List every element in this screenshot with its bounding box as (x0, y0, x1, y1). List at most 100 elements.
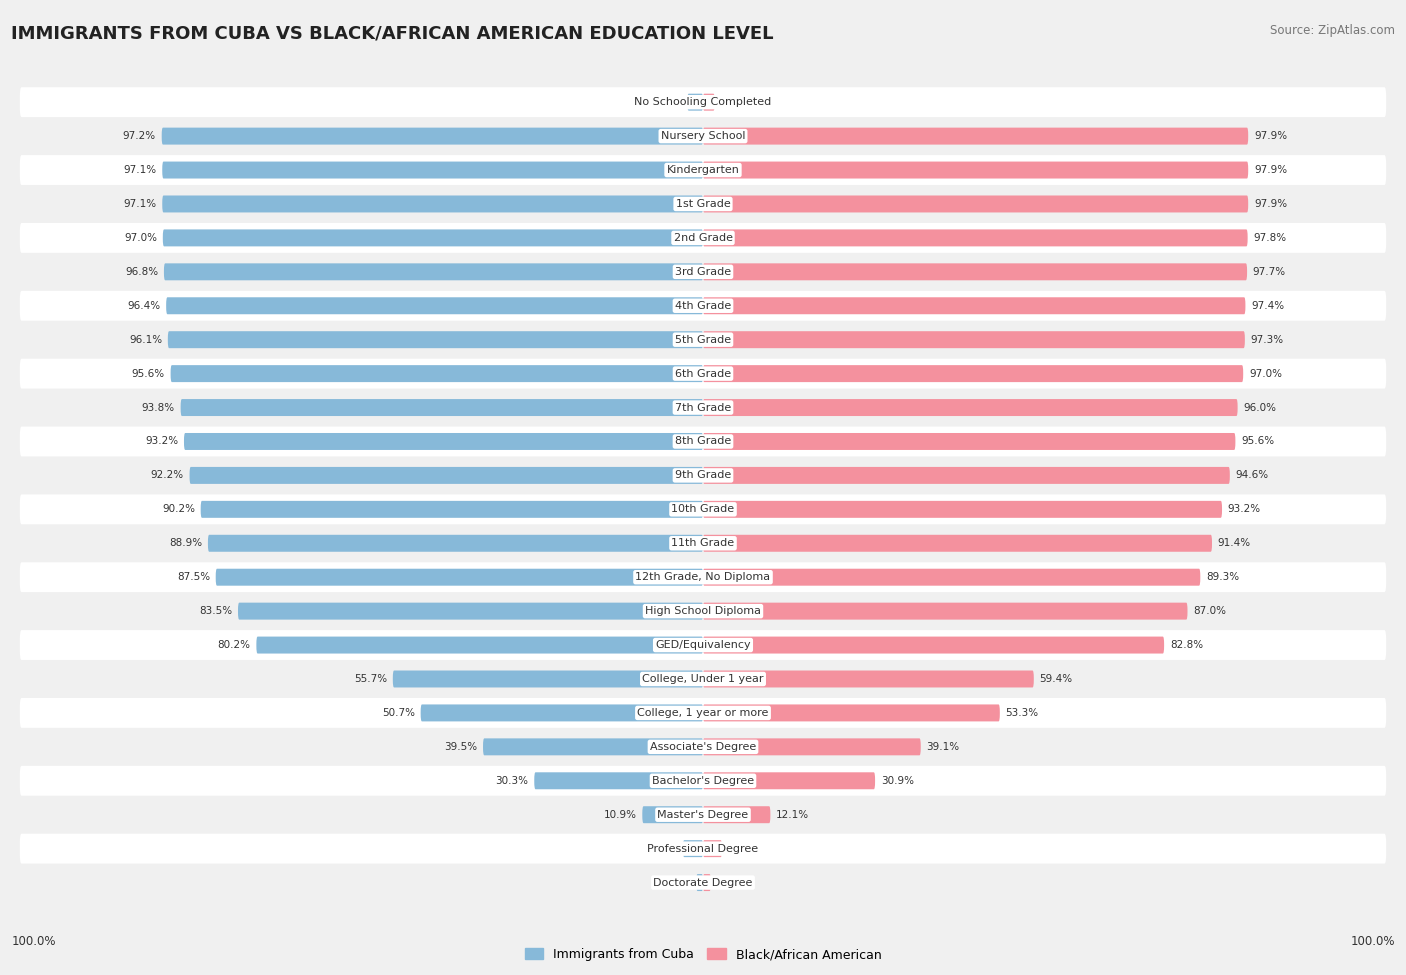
FancyBboxPatch shape (703, 263, 1247, 281)
Text: Doctorate Degree: Doctorate Degree (654, 878, 752, 887)
FancyBboxPatch shape (20, 359, 1386, 389)
FancyBboxPatch shape (643, 806, 703, 823)
Text: 87.0%: 87.0% (1194, 606, 1226, 616)
Text: 1.2%: 1.2% (664, 878, 690, 887)
Text: 12.1%: 12.1% (776, 809, 810, 820)
Text: 3rd Grade: 3rd Grade (675, 267, 731, 277)
FancyBboxPatch shape (703, 738, 921, 756)
FancyBboxPatch shape (703, 332, 1244, 348)
Text: 11th Grade: 11th Grade (672, 538, 734, 548)
Text: 90.2%: 90.2% (162, 504, 195, 515)
FancyBboxPatch shape (20, 528, 1386, 559)
Text: GED/Equivalency: GED/Equivalency (655, 640, 751, 650)
Text: 88.9%: 88.9% (169, 538, 202, 548)
FancyBboxPatch shape (20, 563, 1386, 592)
FancyBboxPatch shape (703, 399, 1237, 416)
Text: 91.4%: 91.4% (1218, 538, 1251, 548)
FancyBboxPatch shape (20, 630, 1386, 660)
FancyBboxPatch shape (703, 229, 1247, 247)
Text: IMMIGRANTS FROM CUBA VS BLACK/AFRICAN AMERICAN EDUCATION LEVEL: IMMIGRANTS FROM CUBA VS BLACK/AFRICAN AM… (11, 24, 773, 42)
FancyBboxPatch shape (20, 155, 1386, 185)
Legend: Immigrants from Cuba, Black/African American: Immigrants from Cuba, Black/African Amer… (524, 948, 882, 961)
Text: 2.8%: 2.8% (655, 98, 682, 107)
FancyBboxPatch shape (162, 162, 703, 178)
FancyBboxPatch shape (20, 460, 1386, 490)
FancyBboxPatch shape (703, 637, 1164, 653)
FancyBboxPatch shape (20, 698, 1386, 728)
Text: 97.3%: 97.3% (1250, 334, 1284, 345)
Text: 10.9%: 10.9% (603, 809, 637, 820)
FancyBboxPatch shape (703, 94, 714, 111)
Text: High School Diploma: High School Diploma (645, 606, 761, 616)
FancyBboxPatch shape (703, 535, 1212, 552)
FancyBboxPatch shape (484, 738, 703, 756)
FancyBboxPatch shape (20, 765, 1386, 796)
FancyBboxPatch shape (703, 501, 1222, 518)
Text: Nursery School: Nursery School (661, 131, 745, 141)
Text: 97.4%: 97.4% (1251, 300, 1284, 311)
FancyBboxPatch shape (20, 325, 1386, 355)
FancyBboxPatch shape (215, 568, 703, 586)
FancyBboxPatch shape (162, 128, 703, 144)
Text: 97.2%: 97.2% (122, 131, 156, 141)
FancyBboxPatch shape (703, 366, 1243, 382)
FancyBboxPatch shape (20, 800, 1386, 830)
Text: 97.9%: 97.9% (1254, 131, 1286, 141)
FancyBboxPatch shape (703, 467, 1230, 484)
Text: 1st Grade: 1st Grade (676, 199, 730, 209)
FancyBboxPatch shape (20, 223, 1386, 253)
Text: 10th Grade: 10th Grade (672, 504, 734, 515)
Text: 55.7%: 55.7% (354, 674, 387, 684)
Text: No Schooling Completed: No Schooling Completed (634, 98, 772, 107)
FancyBboxPatch shape (20, 121, 1386, 151)
Text: 5th Grade: 5th Grade (675, 334, 731, 345)
FancyBboxPatch shape (534, 772, 703, 790)
FancyBboxPatch shape (392, 671, 703, 687)
Text: 2nd Grade: 2nd Grade (673, 233, 733, 243)
Text: College, Under 1 year: College, Under 1 year (643, 674, 763, 684)
FancyBboxPatch shape (20, 256, 1386, 287)
Text: 30.3%: 30.3% (495, 776, 529, 786)
FancyBboxPatch shape (167, 332, 703, 348)
FancyBboxPatch shape (688, 94, 703, 111)
FancyBboxPatch shape (20, 87, 1386, 117)
FancyBboxPatch shape (162, 196, 703, 213)
Text: 8th Grade: 8th Grade (675, 437, 731, 447)
Text: 9th Grade: 9th Grade (675, 470, 731, 481)
Text: 97.1%: 97.1% (124, 199, 156, 209)
Text: 97.0%: 97.0% (124, 233, 157, 243)
Text: 96.1%: 96.1% (129, 334, 162, 345)
Text: 4th Grade: 4th Grade (675, 300, 731, 311)
FancyBboxPatch shape (184, 433, 703, 450)
Text: 3.4%: 3.4% (728, 843, 754, 854)
Text: 97.1%: 97.1% (124, 165, 156, 176)
Text: Bachelor's Degree: Bachelor's Degree (652, 776, 754, 786)
FancyBboxPatch shape (703, 840, 721, 857)
FancyBboxPatch shape (703, 772, 875, 790)
FancyBboxPatch shape (703, 162, 1249, 178)
Text: 93.8%: 93.8% (142, 403, 174, 412)
FancyBboxPatch shape (703, 875, 711, 891)
FancyBboxPatch shape (163, 229, 703, 247)
FancyBboxPatch shape (20, 189, 1386, 219)
Text: 3.6%: 3.6% (651, 843, 678, 854)
FancyBboxPatch shape (703, 128, 1249, 144)
FancyBboxPatch shape (20, 868, 1386, 898)
Text: 50.7%: 50.7% (382, 708, 415, 718)
Text: 97.7%: 97.7% (1253, 267, 1286, 277)
Text: 89.3%: 89.3% (1206, 572, 1239, 582)
Text: 100.0%: 100.0% (11, 935, 56, 948)
Text: 30.9%: 30.9% (880, 776, 914, 786)
Text: Master's Degree: Master's Degree (658, 809, 748, 820)
FancyBboxPatch shape (20, 664, 1386, 694)
FancyBboxPatch shape (256, 637, 703, 653)
FancyBboxPatch shape (20, 596, 1386, 626)
Text: 1.4%: 1.4% (717, 878, 742, 887)
Text: Kindergarten: Kindergarten (666, 165, 740, 176)
Text: 87.5%: 87.5% (177, 572, 209, 582)
FancyBboxPatch shape (703, 671, 1033, 687)
Text: 53.3%: 53.3% (1005, 708, 1039, 718)
FancyBboxPatch shape (238, 603, 703, 620)
FancyBboxPatch shape (20, 494, 1386, 525)
Text: 6th Grade: 6th Grade (675, 369, 731, 378)
